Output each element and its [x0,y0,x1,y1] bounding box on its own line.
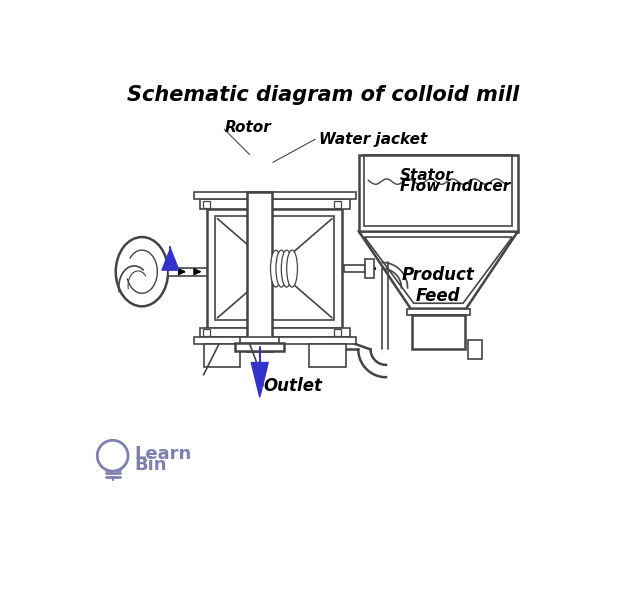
Text: Water jacket: Water jacket [319,132,427,147]
Polygon shape [359,232,518,309]
Bar [200,328,350,337]
Bar [235,343,284,351]
Bar [344,265,367,272]
Bar [200,199,350,208]
Text: Bin: Bin [134,456,167,474]
Bar [168,268,207,276]
Bar [207,208,342,328]
Ellipse shape [287,250,297,287]
Text: Learn: Learn [134,445,192,463]
Ellipse shape [116,237,168,306]
Bar [215,216,335,320]
Bar [309,344,346,367]
Bar [203,344,241,367]
Text: Rotor: Rotor [225,120,272,135]
Bar [203,328,210,336]
Bar [365,260,374,278]
Bar [193,337,356,344]
Ellipse shape [281,250,292,287]
Bar [364,154,512,226]
Bar [407,309,470,315]
Bar [193,192,356,199]
Bar [468,340,482,359]
Text: Stator: Stator [400,168,454,183]
Circle shape [97,440,128,471]
Text: Product
Feed: Product Feed [402,266,475,305]
Bar [248,192,272,351]
Text: Outlet: Outlet [263,376,323,395]
Polygon shape [162,248,179,270]
Bar [359,154,518,232]
Polygon shape [251,363,268,397]
Bar [332,336,338,351]
Ellipse shape [276,250,287,287]
Bar [335,201,341,208]
Text: Flow inducer: Flow inducer [400,180,510,194]
Text: Schematic diagram of colloid mill: Schematic diagram of colloid mill [127,85,519,105]
Ellipse shape [270,250,281,287]
Bar [241,337,279,343]
Bar [412,315,464,349]
Bar [335,328,341,336]
Bar [203,201,210,208]
